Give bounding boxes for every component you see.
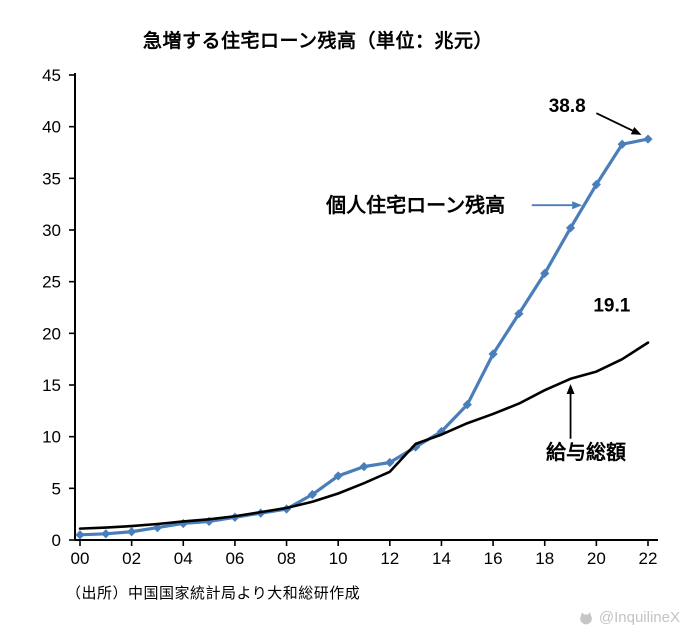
series-marker — [643, 134, 653, 144]
x-tick-label: 06 — [225, 549, 244, 568]
y-tick-label: 35 — [42, 169, 61, 188]
series-marker — [565, 223, 576, 233]
x-tick-label: 20 — [587, 549, 606, 568]
chart-title: 急増する住宅ローン残高（単位：兆元） — [143, 31, 494, 52]
watermark: @InquilineX — [578, 609, 680, 626]
annotation-text: 38.8 — [549, 96, 586, 117]
series-marker — [127, 527, 137, 537]
x-tick-label: 04 — [174, 549, 193, 568]
annotation-arrowhead — [566, 383, 575, 394]
x-tick-label: 00 — [71, 549, 90, 568]
series-marker — [204, 516, 214, 526]
watermark-icon — [580, 611, 592, 624]
series-marker — [540, 268, 550, 278]
annotation-arrow — [595, 112, 633, 132]
source-note: （出所）中国国家統計局より大和総研作成 — [66, 585, 361, 602]
series-line — [78, 341, 650, 530]
series-marker — [488, 349, 498, 359]
line-chart: 0 5 10 15 20 25 30 35 40 45 00 02 04 06 08 10 12 14 16 18 20… — [42, 66, 658, 568]
watermark-text: @InquilineX — [598, 609, 680, 626]
annotation-text: 給与総額 — [546, 440, 626, 464]
y-tick-label: 15 — [42, 376, 61, 395]
series-marker — [462, 400, 472, 410]
x-tick-label: 08 — [277, 549, 296, 568]
y-tick-label: 45 — [42, 66, 61, 85]
series-marker — [385, 457, 395, 468]
series-marker — [101, 529, 111, 539]
y-tick-label: 10 — [42, 428, 61, 447]
series-marker — [591, 179, 601, 190]
series-marker — [307, 489, 317, 500]
x-tick-label: 16 — [484, 549, 503, 568]
annotation-arrowhead — [630, 126, 642, 135]
series-marker — [333, 471, 343, 481]
y-tick-label: 20 — [42, 324, 61, 343]
x-tick-label: 18 — [535, 549, 554, 568]
series-marker — [178, 518, 188, 529]
y-tick-label: 40 — [42, 118, 61, 137]
x-tick-label: 02 — [122, 549, 141, 568]
x-tick-label: 22 — [639, 549, 658, 568]
series-marker — [75, 530, 85, 540]
y-tick-label: 25 — [42, 273, 61, 292]
y-tick-label: 5 — [52, 479, 61, 498]
x-tick-label: 10 — [329, 549, 348, 568]
annotation-text: 個人住宅ローン残高 — [325, 193, 505, 217]
series-marker — [359, 462, 369, 472]
annotation-arrowhead — [572, 201, 583, 210]
series-marker — [617, 139, 627, 149]
y-tick-label: 0 — [52, 531, 61, 550]
annotation-text: 19.1 — [593, 295, 630, 316]
y-tick-label: 30 — [42, 221, 61, 240]
x-tick-label: 12 — [380, 549, 399, 568]
x-tick-label: 14 — [432, 549, 451, 568]
series-marker — [514, 309, 524, 319]
